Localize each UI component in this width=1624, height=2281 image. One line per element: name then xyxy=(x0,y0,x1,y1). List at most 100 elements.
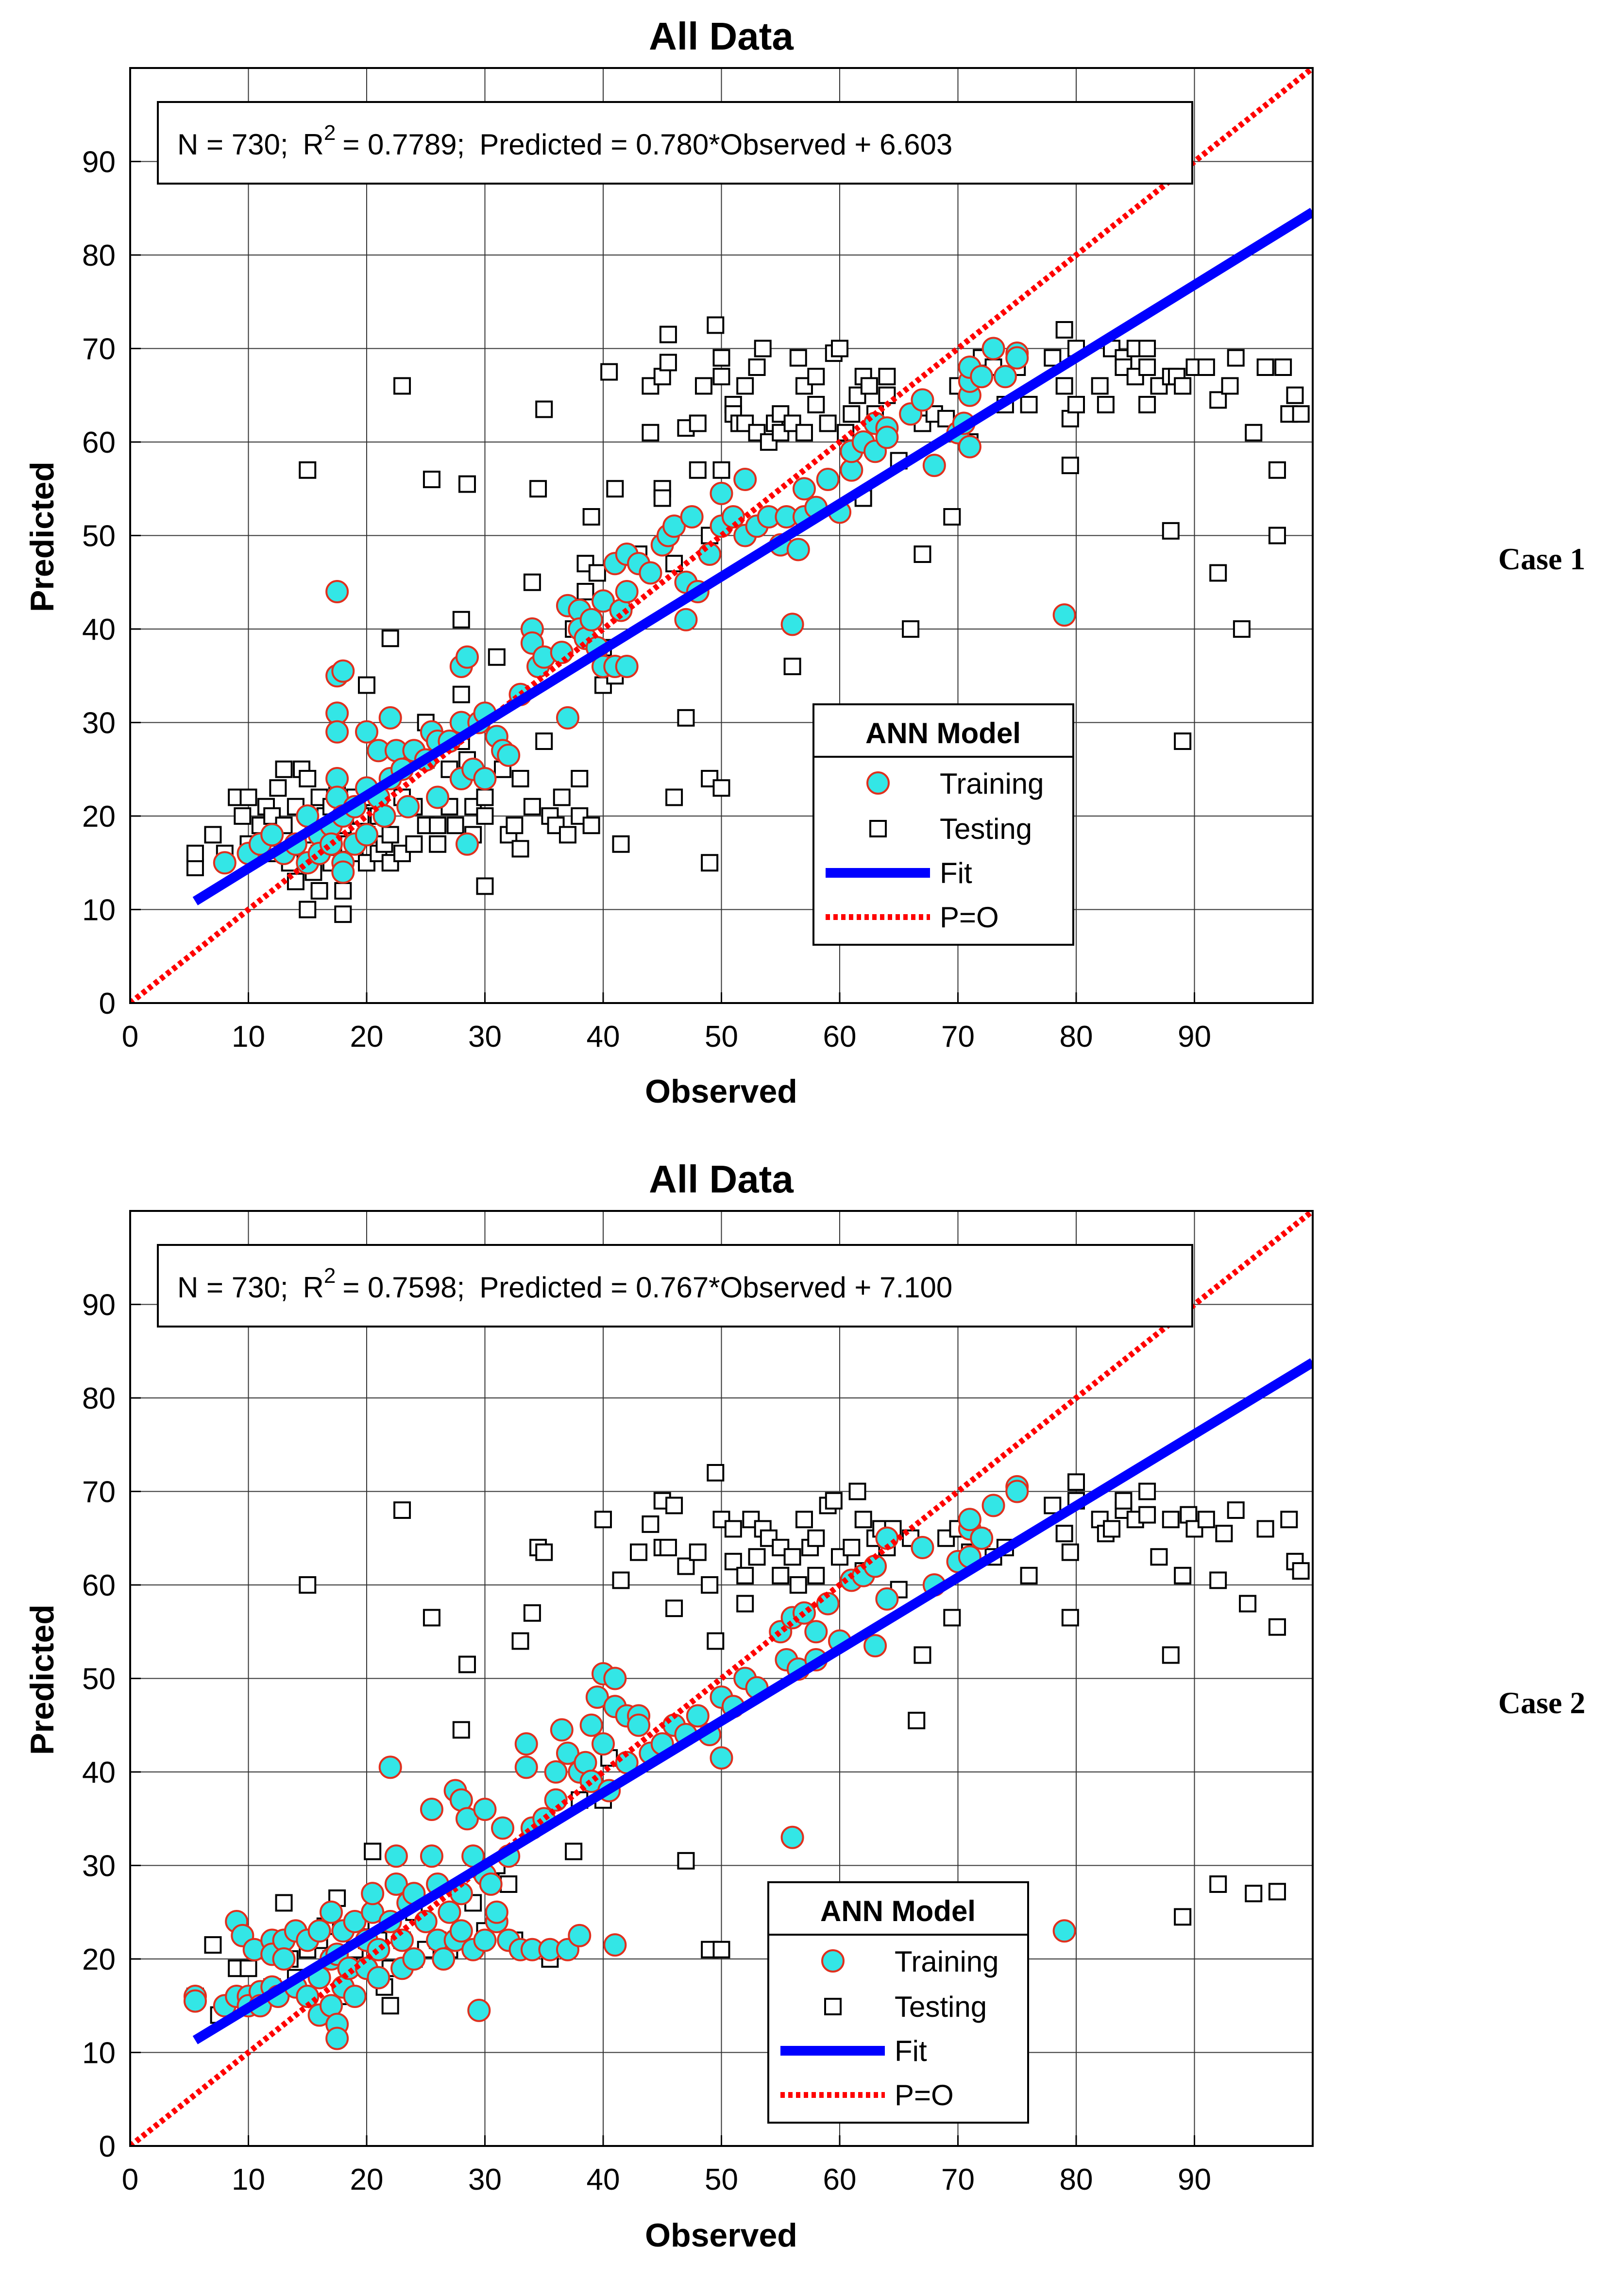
testing-point xyxy=(523,1604,541,1622)
testing-point xyxy=(701,1576,719,1594)
legend-training-label: Training xyxy=(940,767,1044,800)
testing-point xyxy=(1209,1875,1227,1893)
testing-point xyxy=(523,573,541,591)
training-point xyxy=(432,1947,456,1971)
y-tick-label: 30 xyxy=(82,1850,116,1883)
testing-point xyxy=(712,779,730,797)
training-point xyxy=(981,337,1005,360)
testing-point xyxy=(612,835,630,853)
testing-point xyxy=(807,368,825,386)
testing-point xyxy=(606,480,624,498)
plot-frame xyxy=(129,1210,1314,2147)
training-point xyxy=(958,435,981,459)
testing-point xyxy=(523,798,541,816)
training-point xyxy=(384,1872,408,1896)
training-point xyxy=(603,1933,627,1957)
testing-point xyxy=(358,676,375,694)
testing-point xyxy=(831,340,848,357)
training-point xyxy=(367,1966,390,1990)
testing-point xyxy=(1268,1883,1286,1901)
testing-point xyxy=(186,858,204,876)
testing-point xyxy=(807,396,825,413)
training-point xyxy=(592,1732,615,1756)
y-tick-label: 80 xyxy=(82,239,116,272)
testing-point xyxy=(677,709,695,727)
x-tick-label: 30 xyxy=(468,1020,502,1054)
testing-point xyxy=(310,882,328,900)
legend: ANN Model Training Testing Fit P=O xyxy=(812,703,1074,946)
stats-annotation: N = 730; R2 = 0.7789; Predicted = 0.780*Obs… xyxy=(157,101,1193,185)
testing-point xyxy=(452,685,470,703)
testing-point xyxy=(1268,461,1286,479)
testing-point xyxy=(299,1576,317,1594)
testing-point xyxy=(689,414,707,432)
testing-point xyxy=(677,1557,695,1575)
y-axis-label: Predicted xyxy=(24,461,61,612)
training-point xyxy=(863,1634,887,1658)
testing-point xyxy=(1256,358,1274,376)
training-point xyxy=(721,505,745,528)
testing-point xyxy=(1286,386,1304,404)
x-tick-label: 40 xyxy=(587,1020,620,1054)
testing-point xyxy=(748,1548,766,1566)
testing-point xyxy=(1292,1562,1310,1580)
training-point xyxy=(958,1508,981,1532)
training-point xyxy=(367,1938,390,1961)
training-point xyxy=(485,1900,508,1924)
testing-point xyxy=(275,1894,293,1912)
training-point xyxy=(455,645,479,669)
training-point xyxy=(438,1900,461,1924)
testing-point xyxy=(1138,396,1156,413)
x-tick-label: 80 xyxy=(1060,2163,1093,2196)
testing-point xyxy=(582,817,600,834)
training-point xyxy=(473,1928,497,1952)
x-tick-label: 40 xyxy=(587,2163,620,2196)
testing-point xyxy=(529,480,547,498)
training-point xyxy=(922,454,946,477)
testing-point xyxy=(1245,1885,1263,1903)
training-point xyxy=(325,720,349,744)
testing-point xyxy=(665,788,683,806)
testing-point xyxy=(476,807,494,825)
testing-point xyxy=(914,545,931,563)
training-point xyxy=(911,1536,934,1559)
testing-point xyxy=(1097,396,1115,413)
training-point xyxy=(592,589,615,613)
training-point xyxy=(455,1807,479,1831)
training-point xyxy=(556,1741,579,1765)
testing-point xyxy=(1138,358,1156,376)
y-axis-ticks: 0 10 20 30 40 50 60 70 80 90 xyxy=(82,1289,141,2163)
testing-point xyxy=(1209,391,1227,409)
legend-title: ANN Model xyxy=(820,1895,976,1927)
testing-point xyxy=(1239,1595,1257,1613)
testing-point xyxy=(334,905,352,923)
training-point xyxy=(497,743,521,767)
training-point xyxy=(981,1494,1005,1517)
x-tick-label: 60 xyxy=(823,1020,857,1054)
x-tick-label: 70 xyxy=(941,2163,975,2196)
legend-p-equals-o-label: P=O xyxy=(940,901,999,934)
training-point xyxy=(272,1947,296,1971)
testing-point xyxy=(600,363,618,381)
testing-point xyxy=(677,1852,695,1870)
y-tick-label: 10 xyxy=(82,894,116,927)
stats-annotation: N = 730; R2 = 0.7598; Predicted = 0.767*Obs… xyxy=(157,1244,1193,1328)
testing-point xyxy=(1055,377,1073,395)
training-point xyxy=(780,613,804,636)
testing-point xyxy=(1138,340,1156,357)
testing-point xyxy=(772,405,790,423)
x-tick-label: 20 xyxy=(350,2163,384,2196)
testing-point xyxy=(659,354,677,372)
testing-point xyxy=(665,1497,683,1515)
testing-point xyxy=(1221,377,1239,395)
testing-point xyxy=(1180,1506,1198,1524)
x-tick-label: 80 xyxy=(1060,1020,1093,1054)
testing-point xyxy=(943,508,961,526)
testing-point xyxy=(707,316,725,334)
testing-point xyxy=(854,1511,872,1529)
testing-point xyxy=(653,489,671,507)
testing-point xyxy=(452,611,470,629)
testing-point xyxy=(594,1511,612,1529)
testing-point xyxy=(914,1646,931,1664)
testing-point xyxy=(736,414,754,432)
